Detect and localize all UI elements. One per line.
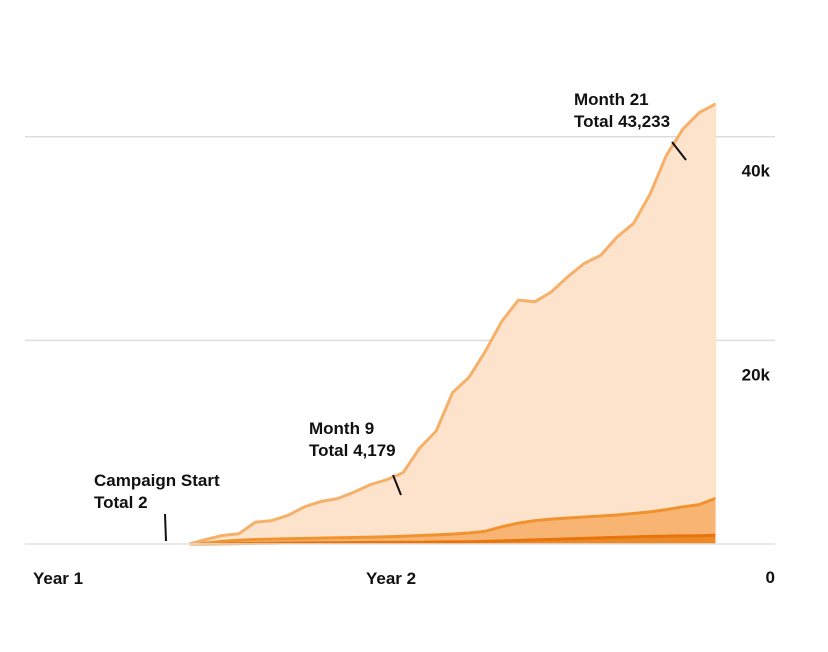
x-tick-label: Year 1 — [33, 569, 83, 588]
annotation-3: Month 21 Total 43,233 — [574, 90, 687, 161]
series-lines — [189, 102, 717, 546]
area-series — [189, 103, 716, 545]
annotation-text: Total 4,179 — [309, 441, 396, 460]
annotation-text: Total 43,233 — [574, 112, 670, 131]
y-axis-ticks: 0 20k 40k — [742, 162, 775, 587]
line-series-2 — [189, 496, 717, 546]
annotation-text: Campaign Start — [94, 471, 220, 490]
annotation-leader-line — [164, 513, 167, 542]
annotation-2: Month 9 Total 4,179 — [309, 419, 402, 496]
x-tick-label: Year 2 — [366, 569, 416, 588]
area-series-1 — [189, 535, 716, 544]
annotation-text: Month 9 — [309, 419, 374, 438]
area-series-2 — [189, 498, 716, 544]
area-series-3 — [189, 103, 716, 545]
annotation-leader-line — [671, 141, 687, 161]
line-series-1 — [189, 533, 716, 546]
annotation-text: Total 2 — [94, 493, 148, 512]
annotation-text: Month 21 — [574, 90, 649, 109]
annotation-1: Campaign Start Total 2 — [94, 471, 220, 542]
y-tick-label: 40k — [742, 162, 771, 181]
x-axis-ticks: Year 1 Year 2 — [33, 569, 416, 588]
y-tick-label: 0 — [766, 568, 775, 587]
line-series-3 — [189, 102, 717, 546]
annotation-leader-line — [392, 474, 402, 496]
y-tick-label: 20k — [742, 365, 771, 384]
